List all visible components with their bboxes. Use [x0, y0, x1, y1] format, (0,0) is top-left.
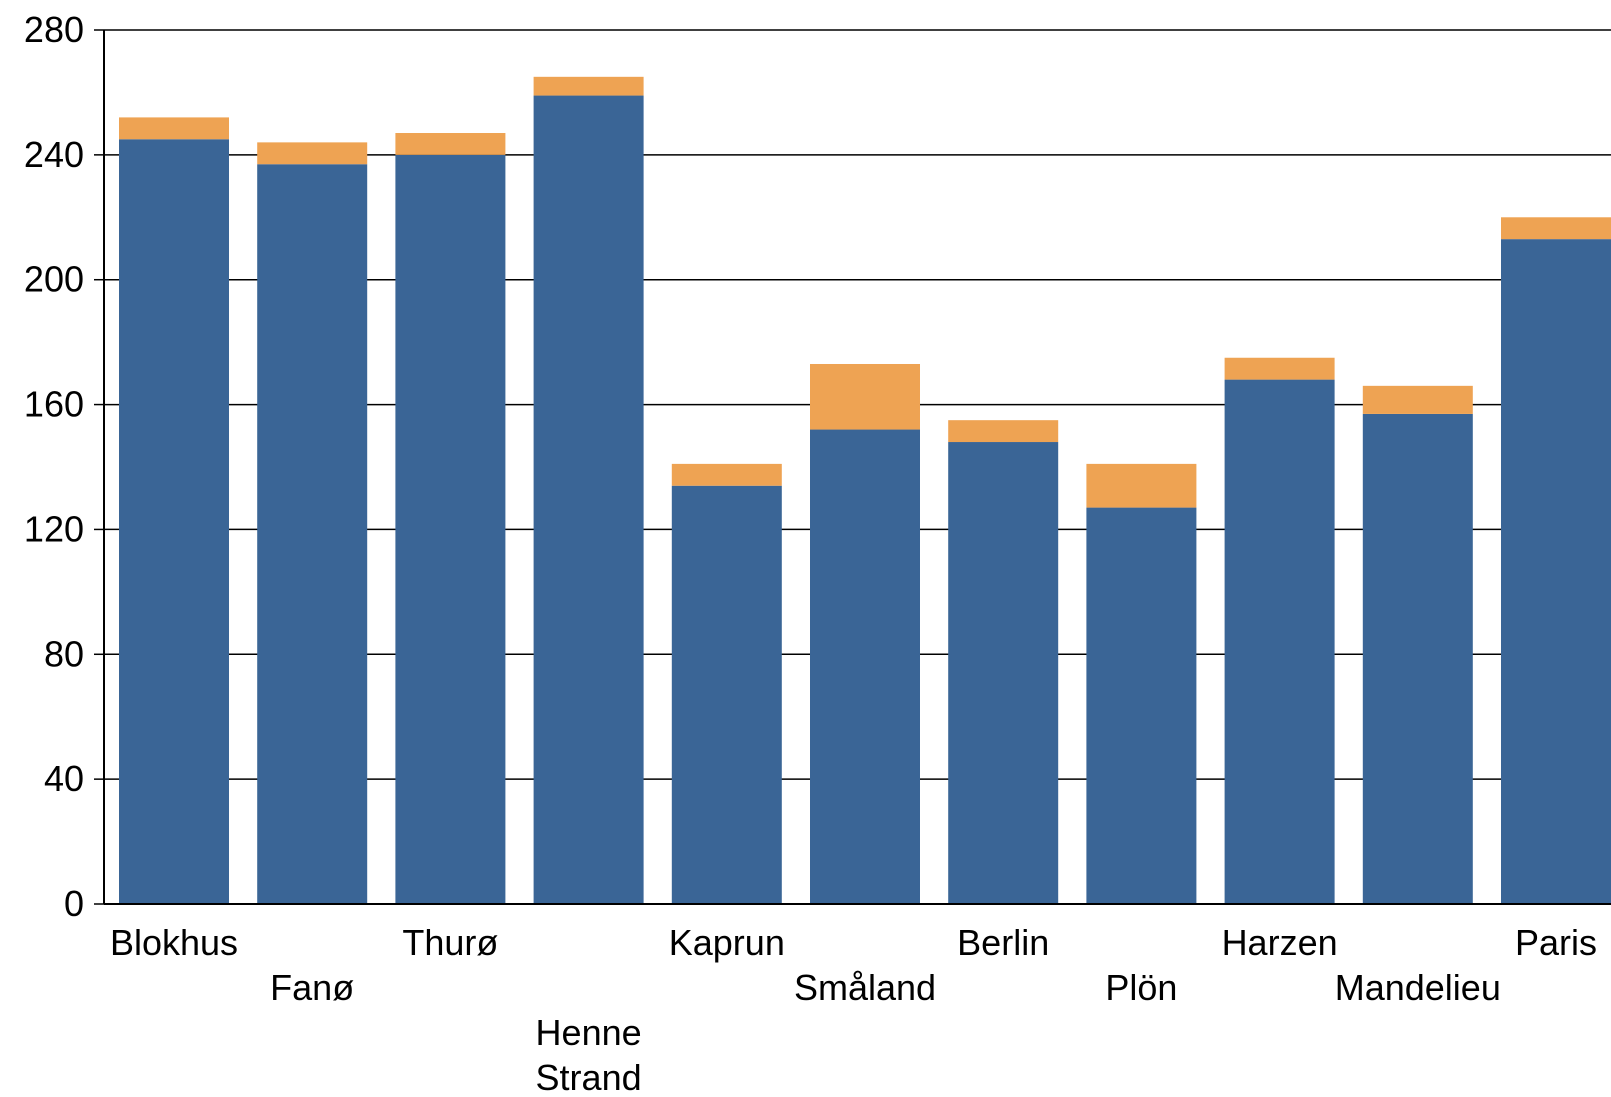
- bar-segment-series-1: [1362, 413, 1473, 904]
- bar-segment-series-2: [119, 117, 229, 140]
- bar-segment-series-1: [948, 442, 1059, 904]
- y-tick-label: 160: [24, 384, 84, 425]
- y-tick-label: 280: [24, 9, 84, 50]
- x-category-label: Blokhus: [110, 922, 238, 963]
- bar-segment-series-2: [533, 76, 644, 96]
- y-tick-label: 120: [24, 508, 84, 549]
- y-tick-label: 0: [64, 883, 84, 924]
- bar-segment-series-1: [257, 164, 368, 904]
- y-tick-label: 80: [44, 633, 84, 674]
- bar-segment-series-2: [1362, 385, 1473, 414]
- bars: [119, 76, 1611, 905]
- bar-segment-series-2: [257, 142, 368, 165]
- x-axis-category-labels: Blokhus Fanø Thurø Henne Strand KaprunSmåland…: [110, 922, 1597, 1097]
- x-category-label: Fanø: [270, 967, 354, 1008]
- bar-segment-series-1: [1501, 239, 1611, 904]
- y-tick-label: 40: [44, 758, 84, 799]
- x-category-label: Henne Strand: [536, 1012, 642, 1097]
- bar-segment-series-2: [948, 420, 1059, 443]
- x-category-label: Paris: [1515, 922, 1597, 963]
- x-category-label: Kaprun: [669, 922, 785, 963]
- y-tick-label: 240: [24, 134, 84, 175]
- x-category-label: Mandelieu: [1335, 967, 1501, 1008]
- bar-segment-series-1: [671, 485, 782, 904]
- x-category-label: Småland: [794, 967, 936, 1008]
- x-category-label: Thurø: [402, 922, 498, 963]
- bar-segment-series-1: [1086, 507, 1197, 904]
- bar-segment-series-1: [395, 154, 506, 904]
- bar-segment-series-1: [1224, 379, 1335, 905]
- x-category-label: Harzen: [1222, 922, 1338, 963]
- bar-segment-series-1: [810, 429, 920, 904]
- bar-segment-series-1: [119, 139, 229, 904]
- bar-segment-series-2: [1086, 463, 1197, 508]
- bar-segment-series-1: [533, 95, 644, 905]
- axes: [94, 29, 1611, 905]
- bar-segment-series-2: [1501, 217, 1611, 240]
- y-tick-label: 200: [24, 259, 84, 300]
- bar-segment-series-2: [1224, 357, 1335, 380]
- x-category-label: Berlin: [957, 922, 1049, 963]
- y-axis-tick-labels: 0 40 80 120 160 200 240 280: [24, 9, 84, 924]
- bar-segment-series-2: [671, 463, 782, 486]
- bar-segment-series-2: [395, 133, 506, 155]
- bar-segment-series-2: [810, 363, 920, 430]
- x-category-label: Plön: [1105, 967, 1177, 1008]
